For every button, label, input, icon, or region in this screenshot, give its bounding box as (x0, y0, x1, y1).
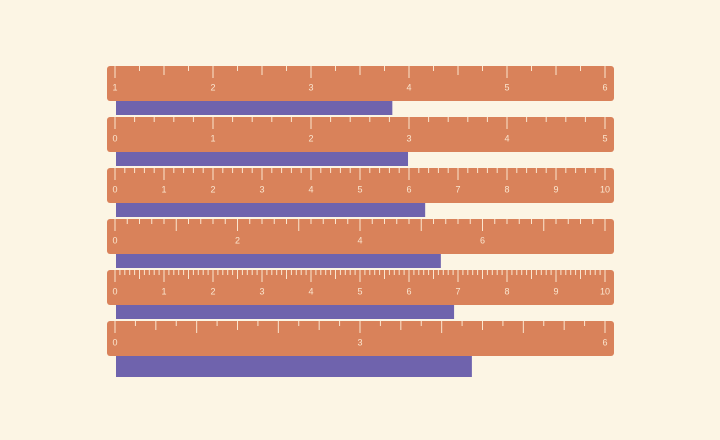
ruler-label: 0 (112, 286, 117, 296)
ruler-label: 8 (504, 184, 509, 194)
ruler-label: 6 (602, 337, 607, 347)
ruler-label: 4 (357, 235, 362, 245)
measured-bar (116, 101, 393, 115)
ruler-label: 9 (553, 286, 558, 296)
ruler-label: 3 (357, 337, 362, 347)
measured-bar (116, 203, 426, 217)
ruler-label: 6 (480, 235, 485, 245)
ruler (107, 168, 614, 203)
ruler-label: 1 (210, 133, 215, 143)
ruler-label: 1 (161, 184, 166, 194)
ruler-label: 5 (504, 82, 509, 92)
ruler (107, 219, 614, 254)
ruler-label: 6 (406, 286, 411, 296)
ruler (107, 66, 614, 101)
ruler-label: 5 (357, 184, 362, 194)
ruler-label: 1 (161, 286, 166, 296)
ruler-label: 0 (112, 184, 117, 194)
ruler-label: 6 (406, 184, 411, 194)
ruler-label: 9 (553, 184, 558, 194)
ruler (107, 321, 614, 356)
ruler-label: 7 (455, 286, 460, 296)
ruler-label: 6 (602, 82, 607, 92)
ruler-label: 8 (504, 286, 509, 296)
ruler-label: 2 (210, 286, 215, 296)
ruler-label: 2 (308, 133, 313, 143)
ruler-label: 0 (112, 235, 117, 245)
measured-bar (116, 152, 409, 166)
ruler-label: 3 (308, 82, 313, 92)
ruler-label: 3 (259, 286, 264, 296)
ruler-label: 4 (308, 286, 313, 296)
ruler-label: 5 (357, 286, 362, 296)
ruler-label: 0 (112, 337, 117, 347)
ruler-label: 10 (600, 286, 610, 296)
ruler-label: 2 (210, 82, 215, 92)
ruler-label: 4 (406, 82, 411, 92)
ruler-label: 5 (602, 133, 607, 143)
ruler-label: 0 (112, 133, 117, 143)
ruler (107, 270, 614, 305)
ruler-label: 2 (210, 184, 215, 194)
ruler-label: 1 (112, 82, 117, 92)
measured-bar (116, 356, 472, 377)
ruler-label: 3 (406, 133, 411, 143)
ruler-label: 4 (504, 133, 509, 143)
ruler-label: 2 (235, 235, 240, 245)
ruler (107, 117, 614, 152)
ruler-label: 10 (600, 184, 610, 194)
measured-bar (116, 254, 441, 268)
measured-bar (116, 305, 455, 319)
ruler-label: 3 (259, 184, 264, 194)
ruler-label: 7 (455, 184, 460, 194)
ruler-label: 4 (308, 184, 313, 194)
